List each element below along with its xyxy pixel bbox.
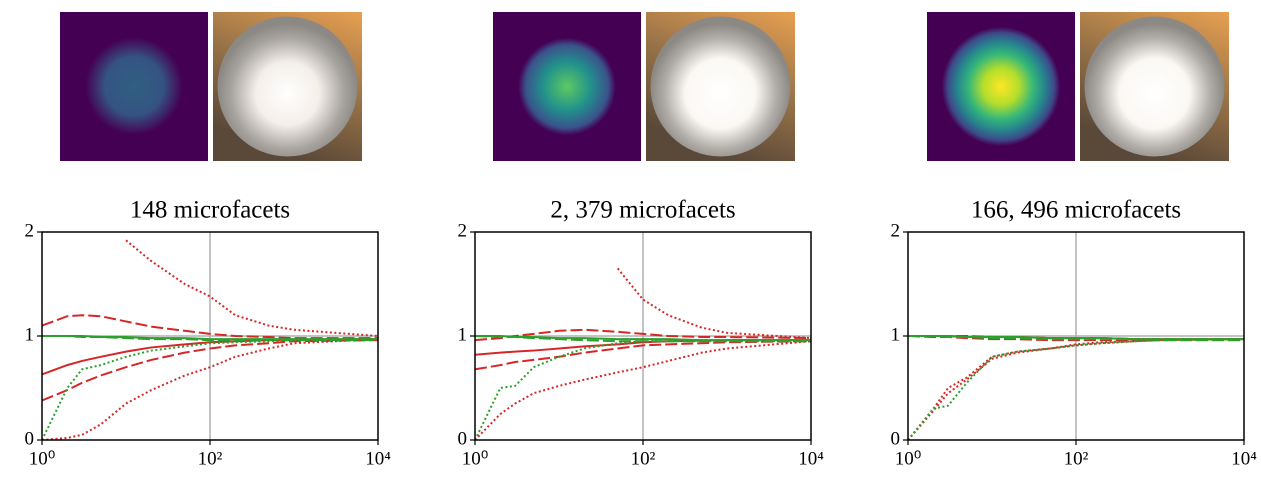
render-sphere bbox=[650, 16, 791, 157]
spectrum-image bbox=[927, 12, 1075, 161]
y-tick-label: 2 bbox=[891, 220, 901, 241]
series-line bbox=[616, 267, 811, 340]
y-tick-label: 1 bbox=[458, 324, 468, 345]
series-line bbox=[475, 335, 811, 343]
render-sphere bbox=[1084, 16, 1225, 157]
x-tick-label: 10⁴ bbox=[798, 448, 824, 469]
x-tick-label: 10² bbox=[198, 448, 223, 469]
chart-title: 2, 379 microfacets bbox=[550, 197, 735, 224]
series-line bbox=[475, 340, 811, 371]
series-line bbox=[908, 338, 1244, 440]
series-line bbox=[42, 339, 378, 402]
x-tick-label: 10⁴ bbox=[1231, 448, 1257, 469]
x-tick-label: 10² bbox=[631, 448, 656, 469]
chart-title: 148 microfacets bbox=[130, 197, 290, 224]
y-tick-label: 1 bbox=[891, 324, 901, 345]
series-line bbox=[475, 339, 811, 440]
y-tick-label: 2 bbox=[25, 220, 35, 241]
series-line bbox=[42, 338, 378, 440]
y-tick-label: 0 bbox=[458, 428, 468, 449]
x-tick-label: 10² bbox=[1064, 448, 1089, 469]
x-tick-label: 10⁰ bbox=[29, 448, 56, 469]
y-tick-label: 2 bbox=[458, 220, 468, 241]
plot: 148 microfacets 0 1 2 10⁰ 10² 10⁴ bbox=[25, 197, 392, 470]
series-line bbox=[908, 338, 1244, 440]
x-tick-label: 10⁴ bbox=[365, 448, 391, 469]
render-sphere bbox=[217, 16, 358, 157]
spectrum-blob bbox=[509, 28, 625, 145]
lines bbox=[908, 335, 1244, 440]
series-line bbox=[908, 335, 1244, 342]
plot: 166, 496 microfacets 0 1 2 10⁰ 10² 10⁴ bbox=[891, 197, 1258, 470]
y-tick-label: 0 bbox=[25, 428, 35, 449]
chart-title: 166, 496 microfacets bbox=[971, 197, 1181, 224]
x-tick-label: 10⁰ bbox=[895, 448, 922, 469]
spectrum-blob bbox=[64, 16, 204, 156]
y-tick-label: 1 bbox=[25, 324, 35, 345]
plot: 2, 379 microfacets 0 1 2 10⁰ 10² 10⁴ bbox=[458, 197, 825, 470]
y-tick-label: 0 bbox=[891, 428, 901, 449]
lines bbox=[42, 239, 378, 440]
series-line bbox=[475, 340, 811, 440]
series-line bbox=[42, 338, 378, 440]
series-line bbox=[42, 314, 378, 340]
series-line bbox=[125, 239, 378, 337]
lines bbox=[475, 267, 811, 440]
x-tick-label: 10⁰ bbox=[462, 448, 489, 469]
thumbnails bbox=[60, 12, 1229, 161]
